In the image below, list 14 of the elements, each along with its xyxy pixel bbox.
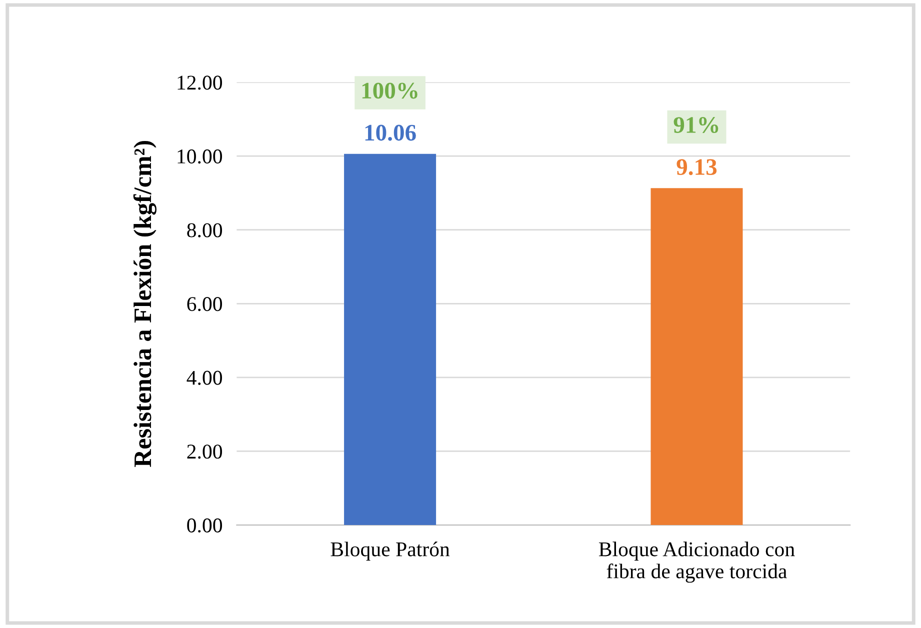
x-tick-label: Bloque Patrón <box>330 542 450 561</box>
y-tick-label: 12.00 <box>178 76 222 90</box>
annotation: 100% <box>362 82 418 99</box>
x-tick-label: Bloque Adicionado con fibra de agave torcida <box>598 542 795 583</box>
annotation: 91% <box>674 117 718 134</box>
y-tick-label: 10.00 <box>178 149 222 164</box>
y-tick-label: 2.00 <box>187 444 222 459</box>
y-tick-label: 6.00 <box>187 297 222 312</box>
y-axis-title: Resistencia a Flexión (kgf/cm²) <box>133 140 156 467</box>
y-tick-label: 0.00 <box>187 518 222 533</box>
y-tick-label: 8.00 <box>187 223 222 238</box>
data-label: 10.06 <box>365 124 416 141</box>
data-label: 9.13 <box>676 159 717 176</box>
y-tick-label: 4.00 <box>186 370 222 385</box>
